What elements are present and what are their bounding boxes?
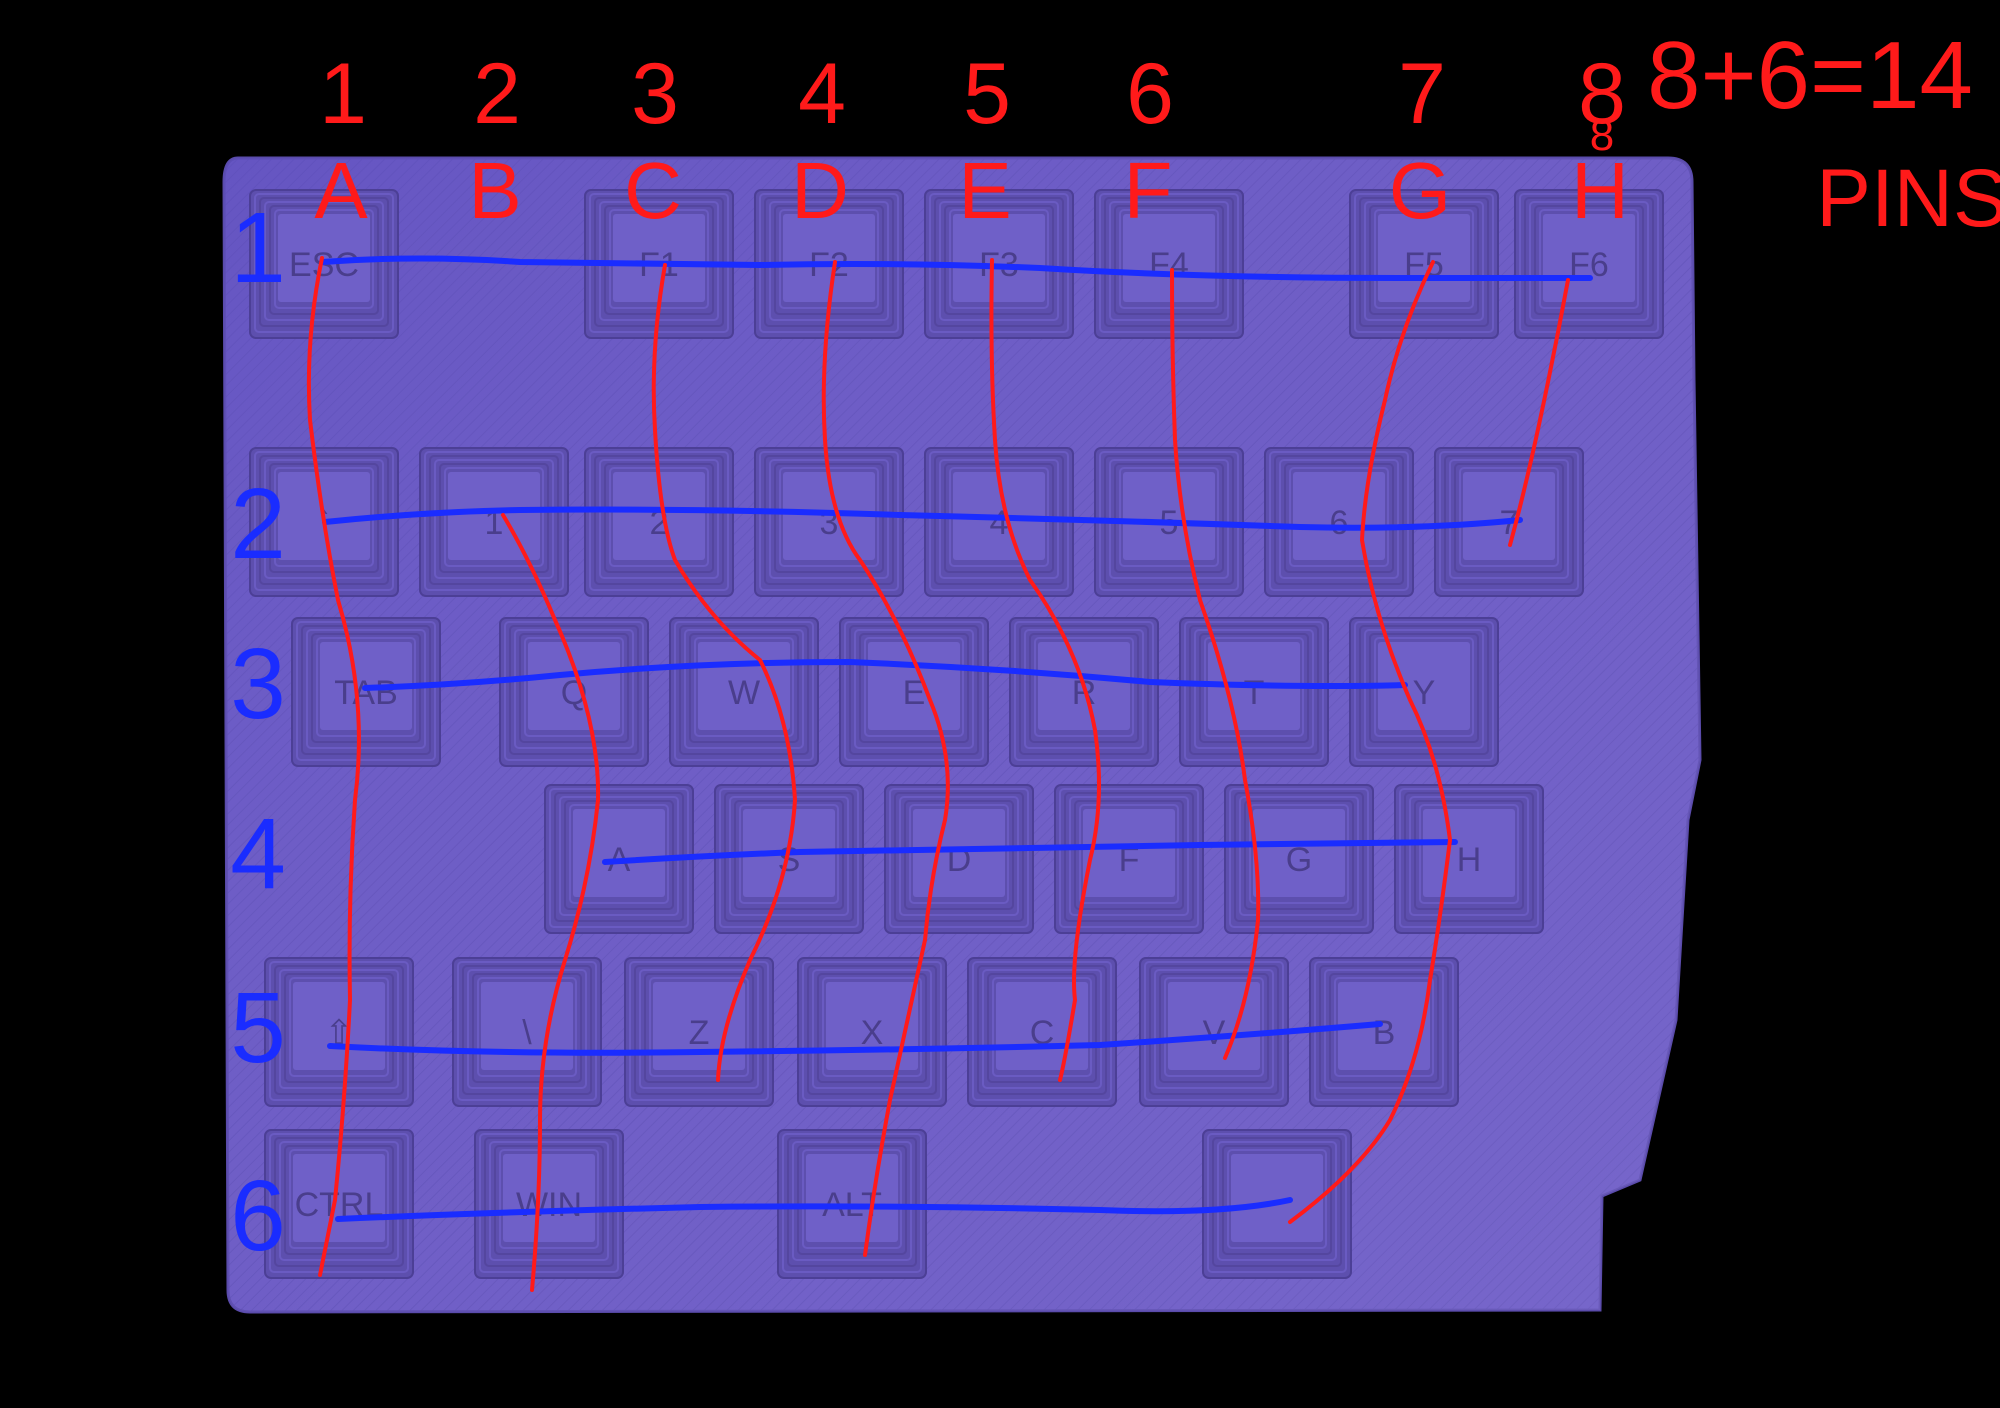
row-wire xyxy=(335,1197,1293,1222)
column-wire xyxy=(306,256,361,1277)
column-wire xyxy=(821,260,950,1257)
row-number-label: 2 xyxy=(230,468,286,580)
row-wire xyxy=(327,1021,1383,1056)
key: 6 xyxy=(1264,447,1414,597)
key-legend: G xyxy=(1286,841,1312,879)
row-number-label: 4 xyxy=(230,798,286,910)
key: C xyxy=(967,957,1117,1107)
key: S xyxy=(714,784,864,934)
column-letter-label: B xyxy=(468,146,521,235)
key-legend: W xyxy=(728,674,760,712)
key: ⇧ xyxy=(264,957,414,1107)
column-letter-label: D xyxy=(791,146,849,235)
column-letter-label: A xyxy=(314,146,368,235)
row-wires xyxy=(319,255,1593,1222)
key: F xyxy=(1054,784,1204,934)
key: \ xyxy=(452,957,602,1107)
key-legend: Z xyxy=(689,1014,710,1052)
key-legend: E xyxy=(903,674,926,712)
key: Y xyxy=(1349,617,1499,767)
key: E xyxy=(839,617,989,767)
column-letter-label: G xyxy=(1389,146,1451,235)
row-number-label: 3 xyxy=(230,628,286,740)
key: 2 xyxy=(584,447,734,597)
key-legend: 6 xyxy=(1330,504,1349,542)
key: Q xyxy=(499,617,649,767)
key: X xyxy=(797,957,947,1107)
column-wire xyxy=(1508,278,1570,547)
column-number-label: 5 xyxy=(963,46,1011,142)
key: G xyxy=(1224,784,1374,934)
key: WIN xyxy=(474,1129,624,1279)
row-number-label: 1 xyxy=(230,192,286,304)
key: T xyxy=(1179,617,1329,767)
column-number-label: 4 xyxy=(798,46,846,142)
column-number-label: 7 xyxy=(1398,46,1446,142)
key: H xyxy=(1394,784,1544,934)
key-legend: WIN xyxy=(516,1186,582,1224)
key-legend: F xyxy=(1119,841,1140,879)
key: B xyxy=(1309,957,1459,1107)
column-letter-label: H xyxy=(1571,146,1629,235)
column-letter-label: E xyxy=(958,146,1011,235)
column-wire xyxy=(989,258,1101,1082)
column-number-label: 8 xyxy=(1578,46,1626,142)
key-legend: T xyxy=(1244,674,1265,712)
row-number-label: 5 xyxy=(230,972,286,1084)
column-number-label: 1 xyxy=(319,46,367,142)
pin-count-formula: 8+6=14 xyxy=(1647,22,1973,129)
column-wire xyxy=(1288,260,1452,1224)
key: Z xyxy=(624,957,774,1107)
key-legend: \ xyxy=(522,1014,532,1052)
column-8-extra-label: 8 xyxy=(1590,111,1614,160)
column-number-label: 6 xyxy=(1126,46,1174,142)
row-wire xyxy=(362,659,1408,691)
key-legend: TAB xyxy=(334,674,398,712)
key: 7 xyxy=(1434,447,1584,597)
key: V xyxy=(1139,957,1289,1107)
key: F4 xyxy=(1094,189,1244,339)
column-wire xyxy=(651,263,797,1082)
key-legend: H xyxy=(1457,841,1482,879)
column-wires xyxy=(306,256,1570,1292)
column-wire xyxy=(501,513,601,1292)
column-number-label: 3 xyxy=(631,46,679,142)
key-legend: 4 xyxy=(990,504,1009,542)
key: 1 xyxy=(419,447,569,597)
key: D xyxy=(884,784,1034,934)
key-legend: X xyxy=(861,1014,884,1052)
key-legend: Y xyxy=(1413,674,1436,712)
row-wire xyxy=(322,506,1523,531)
row-wire xyxy=(602,839,1458,865)
column-letter-label: C xyxy=(624,146,682,235)
key-legend: V xyxy=(1203,1014,1226,1052)
column-wire xyxy=(1170,268,1261,1060)
pins-label: PINS xyxy=(1816,153,2000,244)
column-number-label: 2 xyxy=(473,46,521,142)
key: F6 xyxy=(1514,189,1664,339)
key: TAB xyxy=(291,617,441,767)
row-wire xyxy=(319,255,1593,281)
key-legend: B xyxy=(1373,1014,1396,1052)
key: W xyxy=(669,617,819,767)
column-letter-label: F xyxy=(1124,146,1173,235)
key-legend: ESC xyxy=(289,246,359,284)
row-number-label: 6 xyxy=(230,1160,286,1272)
key-legend: F4 xyxy=(1149,246,1189,284)
